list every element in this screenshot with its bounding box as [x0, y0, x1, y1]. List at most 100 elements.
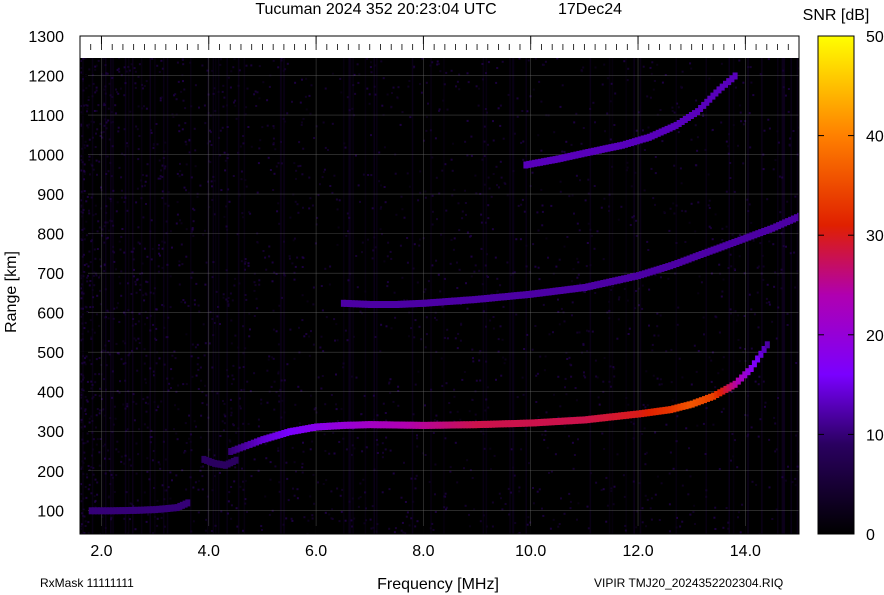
- echo-mark: [516, 291, 522, 299]
- noise-speckle: [331, 508, 334, 511]
- noise-speckle: [654, 156, 657, 158]
- noise-speckle: [145, 381, 147, 384]
- noise-speckle: [282, 271, 285, 274]
- noise-speckle: [120, 294, 123, 297]
- noise-speckle: [346, 96, 349, 99]
- noise-speckle: [150, 219, 153, 222]
- noise-speckle: [83, 238, 86, 241]
- noise-speckle: [126, 142, 128, 145]
- noise-speckle: [279, 388, 282, 391]
- echo-mark: [713, 245, 719, 253]
- noise-speckle: [225, 225, 228, 228]
- noise-speckle: [175, 113, 178, 116]
- noise-speckle: [101, 73, 104, 76]
- noise-speckle: [98, 226, 101, 229]
- noise-speckle: [406, 237, 409, 239]
- noise-speckle: [583, 371, 585, 374]
- echo-mark: [391, 421, 397, 429]
- noise-speckle: [571, 314, 573, 317]
- echo-mark: [732, 380, 738, 388]
- echo-mark: [412, 300, 418, 308]
- noise-speckle: [245, 185, 248, 188]
- noise-speckle: [570, 375, 573, 378]
- noise-speckle: [149, 230, 152, 233]
- noise-speckle: [135, 442, 138, 445]
- noise-speckle: [438, 108, 441, 111]
- noise-speckle: [161, 511, 164, 514]
- noise-speckle: [602, 380, 605, 383]
- echo-mark: [546, 288, 552, 296]
- interference-streak: [790, 58, 792, 534]
- echo-mark: [745, 368, 751, 376]
- noise-speckle: [81, 313, 84, 316]
- noise-speckle: [399, 244, 402, 247]
- noise-speckle: [689, 513, 692, 516]
- echo-mark: [570, 152, 576, 160]
- noise-speckle: [124, 82, 127, 85]
- noise-speckle: [514, 522, 517, 524]
- noise-speckle: [126, 209, 129, 212]
- noise-speckle: [203, 104, 206, 107]
- noise-speckle: [135, 201, 138, 204]
- echo-mark: [91, 507, 97, 515]
- echo-mark: [481, 295, 486, 303]
- noise-speckle: [414, 319, 417, 322]
- noise-speckle: [757, 326, 760, 329]
- noise-speckle: [206, 403, 208, 406]
- noise-speckle: [242, 366, 245, 368]
- noise-speckle: [171, 354, 174, 357]
- interference-streak: [237, 58, 240, 534]
- noise-speckle: [248, 335, 251, 338]
- noise-speckle: [487, 406, 490, 409]
- noise-speckle: [338, 441, 341, 443]
- noise-speckle: [487, 217, 490, 220]
- noise-speckle: [277, 447, 280, 450]
- echo-mark: [379, 421, 385, 429]
- noise-speckle: [137, 241, 140, 244]
- noise-speckle: [258, 147, 261, 150]
- noise-speckle: [646, 498, 649, 501]
- noise-speckle: [617, 298, 620, 301]
- noise-speckle: [419, 191, 422, 194]
- noise-speckle: [211, 390, 214, 393]
- noise-speckle: [209, 129, 211, 132]
- noise-speckle: [677, 306, 680, 309]
- noise-speckle: [340, 91, 343, 94]
- noise-speckle: [331, 517, 334, 520]
- noise-speckle: [750, 221, 753, 224]
- noise-speckle: [101, 516, 104, 518]
- noise-speckle: [173, 94, 176, 97]
- noise-speckle: [429, 64, 432, 67]
- noise-speckle: [456, 287, 459, 289]
- echo-mark: [624, 411, 630, 419]
- echo-mark: [528, 290, 534, 298]
- noise-speckle: [617, 218, 620, 221]
- noise-speckle: [81, 292, 84, 295]
- noise-speckle: [106, 221, 109, 224]
- noise-speckle: [275, 165, 278, 168]
- noise-speckle: [356, 63, 359, 66]
- noise-speckle: [237, 84, 240, 87]
- noise-speckle: [600, 489, 603, 492]
- noise-speckle: [161, 190, 164, 193]
- noise-speckle: [265, 457, 268, 460]
- noise-speckle: [80, 277, 83, 280]
- noise-speckle: [459, 339, 462, 342]
- noise-speckle: [772, 243, 775, 246]
- interference-streak: [279, 58, 282, 534]
- noise-speckle: [191, 271, 194, 274]
- echo-mark: [689, 254, 695, 262]
- noise-speckle: [589, 264, 592, 267]
- noise-speckle: [185, 442, 188, 444]
- noise-speckle: [96, 128, 99, 131]
- noise-speckle: [86, 440, 89, 443]
- noise-speckle: [152, 292, 155, 295]
- echo-mark: [159, 505, 165, 513]
- noise-speckle: [86, 124, 89, 127]
- noise-speckle: [117, 92, 120, 95]
- noise-speckle: [454, 441, 457, 444]
- noise-speckle: [576, 276, 579, 279]
- noise-speckle: [651, 349, 654, 352]
- echo-mark: [605, 144, 611, 152]
- noise-speckle: [577, 502, 580, 505]
